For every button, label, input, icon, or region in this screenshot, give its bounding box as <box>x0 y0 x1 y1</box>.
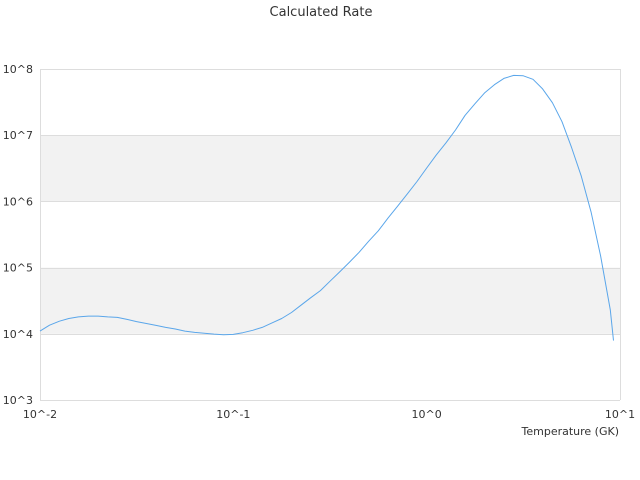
x-tick-label: 10^0 <box>412 408 442 421</box>
tick-labels: 10^3 10^4 10^5 10^6 10^7 10^8 10^-2 10^-1 10^0 10… <box>3 63 635 421</box>
chart-title: Calculated Rate <box>270 5 373 20</box>
plot-frame <box>40 69 621 400</box>
x-tick-label: 10^1 <box>605 408 635 421</box>
x-tick-label: 10^-1 <box>216 408 250 421</box>
y-tick-label: 10^4 <box>3 328 33 341</box>
y-tick-label: 10^3 <box>3 394 33 407</box>
y-tick-label: 10^6 <box>3 195 33 208</box>
rate-series-line <box>39 74 614 341</box>
y-tick-label: 10^7 <box>3 129 33 142</box>
grid-band <box>40 267 620 334</box>
grid-bands <box>40 135 620 334</box>
grid-band <box>40 135 620 202</box>
grid-lines <box>40 69 620 401</box>
x-tick-label: 10^-2 <box>23 408 57 421</box>
y-tick-label: 10^8 <box>3 63 33 76</box>
y-tick-label: 10^5 <box>3 262 33 275</box>
series-group <box>39 74 614 341</box>
x-axis-title: Temperature (GK) <box>521 425 620 438</box>
